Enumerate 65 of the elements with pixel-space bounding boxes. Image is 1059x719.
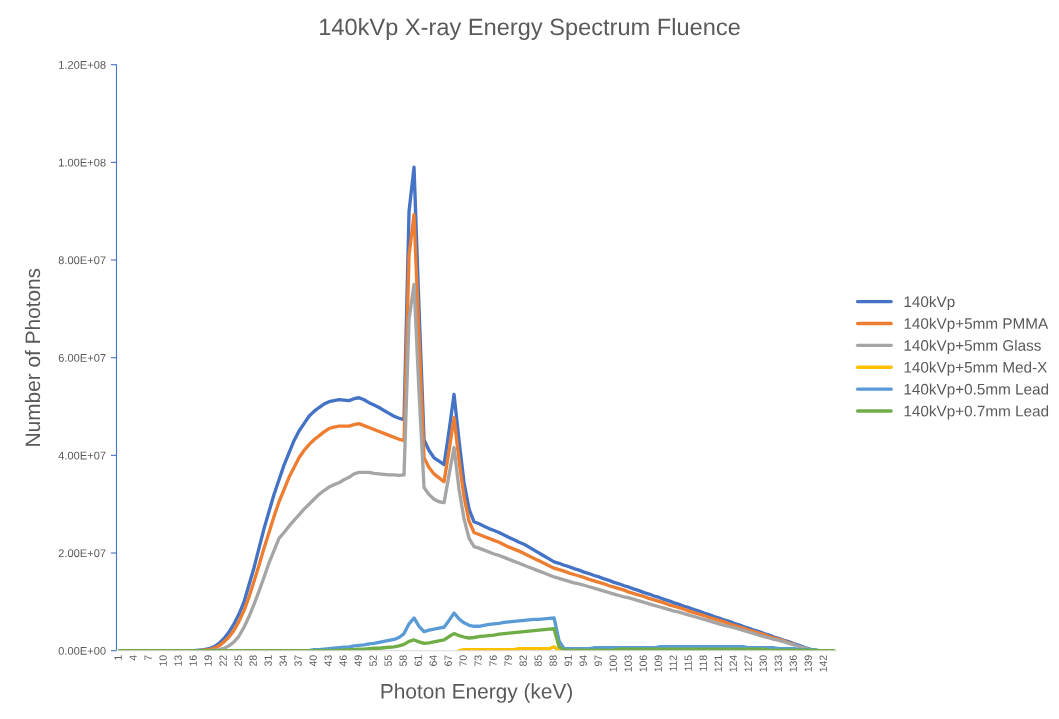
x-tick-label: 100 bbox=[609, 655, 617, 672]
x-tick-label: 103 bbox=[624, 655, 632, 672]
x-tick-label: 118 bbox=[699, 655, 707, 671]
x-tick-label: 121 bbox=[714, 655, 722, 672]
x-tick-label: 85 bbox=[534, 655, 542, 666]
y-tick-label: 6.00E+07 bbox=[58, 353, 106, 362]
x-tick-label: 4 bbox=[129, 655, 137, 661]
x-tick-label: 139 bbox=[804, 655, 812, 672]
legend-label: 140kVp+5mm Med-X bbox=[904, 361, 1047, 376]
x-tick-label: 133 bbox=[774, 655, 782, 672]
x-tick-label: 97 bbox=[594, 655, 602, 666]
x-tick-label: 70 bbox=[459, 655, 467, 666]
x-tick-label: 52 bbox=[369, 655, 377, 667]
chart-title: 140kVp X-ray Energy Spectrum Fluence bbox=[320, 17, 740, 40]
x-tick-label: 91 bbox=[564, 655, 572, 666]
x-tick-label: 49 bbox=[354, 655, 362, 667]
x-tick-label: 1 bbox=[114, 655, 122, 660]
x-tick-label: 106 bbox=[639, 655, 647, 672]
x-tick-label: 19 bbox=[204, 655, 212, 666]
legend-label: 140kVp+0.5mm Lead bbox=[904, 383, 1049, 398]
x-tick-label: 25 bbox=[234, 655, 242, 666]
x-tick-label: 16 bbox=[189, 655, 197, 666]
x-tick-label: 88 bbox=[549, 655, 557, 666]
x-tick-label: 142 bbox=[819, 655, 827, 672]
x-tick-label: 46 bbox=[339, 655, 347, 667]
x-tick-label: 130 bbox=[759, 655, 767, 672]
x-tick-label: 79 bbox=[504, 655, 512, 666]
x-tick-label: 64 bbox=[429, 655, 437, 666]
x-tick-label: 37 bbox=[294, 655, 302, 667]
x-tick-label: 7 bbox=[144, 655, 152, 661]
y-tick-label: 2.00E+07 bbox=[58, 549, 106, 558]
x-tick-label: 13 bbox=[174, 655, 182, 666]
x-tick-label: 28 bbox=[249, 655, 257, 666]
y-tick-label: 4.00E+07 bbox=[58, 451, 106, 460]
x-tick-label: 82 bbox=[519, 655, 527, 666]
x-tick-label: 10 bbox=[159, 655, 167, 666]
legend-label: 140kVp+0.7mm Lead bbox=[904, 405, 1049, 420]
x-tick-label: 115 bbox=[684, 655, 692, 671]
x-tick-label: 40 bbox=[309, 655, 317, 667]
x-tick-label: 109 bbox=[654, 655, 662, 672]
x-tick-label: 73 bbox=[474, 655, 482, 666]
legend-label: 140kVp+5mm Glass bbox=[904, 339, 1041, 354]
line-series bbox=[117, 627, 836, 651]
x-tick-label: 58 bbox=[399, 655, 407, 667]
x-tick-label: 31 bbox=[264, 655, 272, 667]
x-tick-label: 112 bbox=[669, 655, 677, 671]
x-tick-label: 43 bbox=[324, 655, 332, 667]
x-tick-label: 124 bbox=[729, 655, 737, 672]
x-tick-label: 34 bbox=[279, 655, 287, 667]
x-axis-title: Photon Energy (keV) bbox=[381, 683, 572, 703]
x-tick-label: 136 bbox=[789, 655, 797, 672]
x-tick-label: 22 bbox=[219, 655, 227, 666]
x-tick-label: 61 bbox=[414, 655, 422, 666]
y-axis-title: Number of Photons bbox=[24, 268, 41, 446]
x-tick-label: 67 bbox=[444, 655, 452, 666]
x-tick-label: 94 bbox=[579, 655, 587, 666]
y-tick-label: 8.00E+07 bbox=[58, 256, 106, 265]
legend-label: 140kVp+5mm PMMA bbox=[904, 317, 1049, 332]
x-tick-label: 76 bbox=[489, 655, 497, 666]
y-tick-label: 1.00E+08 bbox=[59, 158, 106, 167]
x-tick-label: 127 bbox=[744, 655, 752, 672]
legend-label: 140kVp bbox=[904, 295, 955, 311]
y-tick-label: 1.20E+08 bbox=[59, 60, 106, 69]
y-tick-label: 0.00E+00 bbox=[58, 646, 106, 655]
x-tick-label: 55 bbox=[384, 655, 392, 667]
